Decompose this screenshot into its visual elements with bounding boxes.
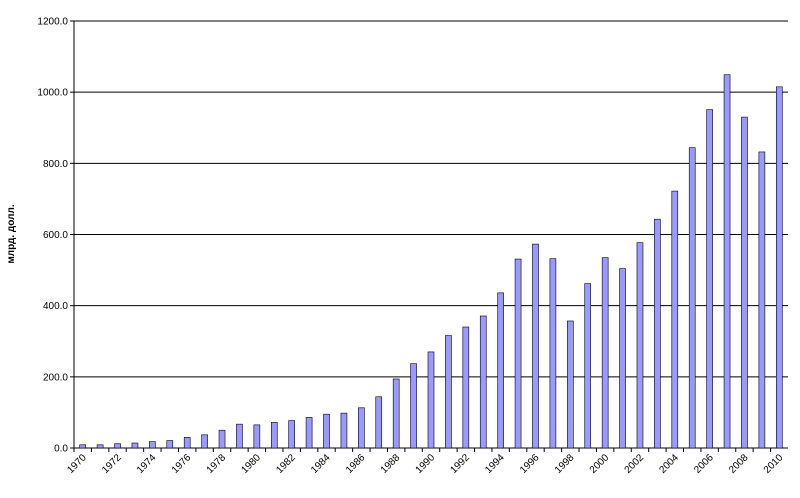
bar — [532, 243, 539, 449]
x-tick-label: 1998 — [553, 452, 577, 476]
x-tick-label: 1972 — [100, 452, 124, 476]
bar — [131, 442, 139, 449]
bar — [288, 420, 295, 449]
y-tick-label: 400.0 — [43, 301, 68, 312]
x-tick-label: 1996 — [518, 452, 542, 476]
x-tick-label: 1988 — [379, 452, 403, 476]
bar — [149, 441, 156, 449]
bar — [671, 190, 679, 449]
x-tick-label: 2002 — [623, 452, 647, 476]
bar — [567, 320, 574, 449]
bar — [183, 437, 191, 449]
bar — [549, 258, 557, 449]
x-tick-label: 2010 — [762, 452, 786, 476]
bar — [392, 378, 400, 449]
bar — [375, 396, 383, 449]
y-tick-label: 600.0 — [43, 230, 68, 241]
bar — [305, 417, 313, 449]
bar — [323, 413, 330, 449]
x-tick-label: 1986 — [344, 452, 368, 476]
bar — [201, 434, 208, 449]
bar — [166, 440, 174, 449]
bar — [236, 423, 243, 449]
x-tick-label: 1990 — [414, 452, 438, 476]
x-tick-label: 2006 — [692, 452, 716, 476]
bar — [253, 424, 261, 449]
y-axis-label: млрд. долл. — [6, 204, 17, 263]
bar — [654, 218, 661, 449]
bar — [601, 257, 609, 449]
x-tick-label: 1976 — [170, 452, 194, 476]
bar — [445, 335, 452, 449]
y-tick-label: 1000.0 — [37, 88, 68, 99]
bar — [636, 242, 644, 449]
x-tick-label: 2008 — [727, 452, 751, 476]
bar — [427, 351, 435, 449]
bar — [79, 444, 87, 449]
bar — [758, 151, 766, 449]
bar — [462, 326, 470, 449]
bar — [114, 443, 121, 449]
bar — [775, 86, 783, 449]
bar — [410, 363, 417, 449]
bar — [497, 292, 504, 449]
x-tick-label: 2004 — [657, 452, 681, 476]
bar — [706, 109, 713, 449]
x-tick-label: 1982 — [274, 452, 298, 476]
x-tick-label: 1994 — [483, 452, 507, 476]
y-tick-label: 200.0 — [43, 372, 68, 383]
x-tick-label: 1978 — [205, 452, 229, 476]
bar — [218, 429, 226, 449]
bar — [584, 283, 592, 449]
x-tick-label: 1980 — [239, 452, 263, 476]
bar — [741, 116, 748, 449]
x-tick-label: 2000 — [588, 452, 612, 476]
bar — [688, 147, 696, 449]
y-tick-label: 1200.0 — [37, 17, 68, 28]
bar — [270, 422, 278, 449]
y-tick-label: 0.0 — [54, 444, 68, 455]
bar — [358, 407, 365, 449]
bar — [96, 444, 104, 449]
bar — [514, 258, 522, 449]
bar — [723, 74, 731, 449]
bar — [479, 315, 487, 449]
bar — [619, 268, 626, 449]
x-tick-label: 1992 — [448, 452, 472, 476]
y-tick-label: 800.0 — [43, 159, 68, 170]
x-tick-label: 1970 — [65, 452, 89, 476]
bar — [340, 412, 348, 449]
x-tick-label: 1984 — [309, 452, 333, 476]
x-tick-label: 1974 — [135, 452, 159, 476]
